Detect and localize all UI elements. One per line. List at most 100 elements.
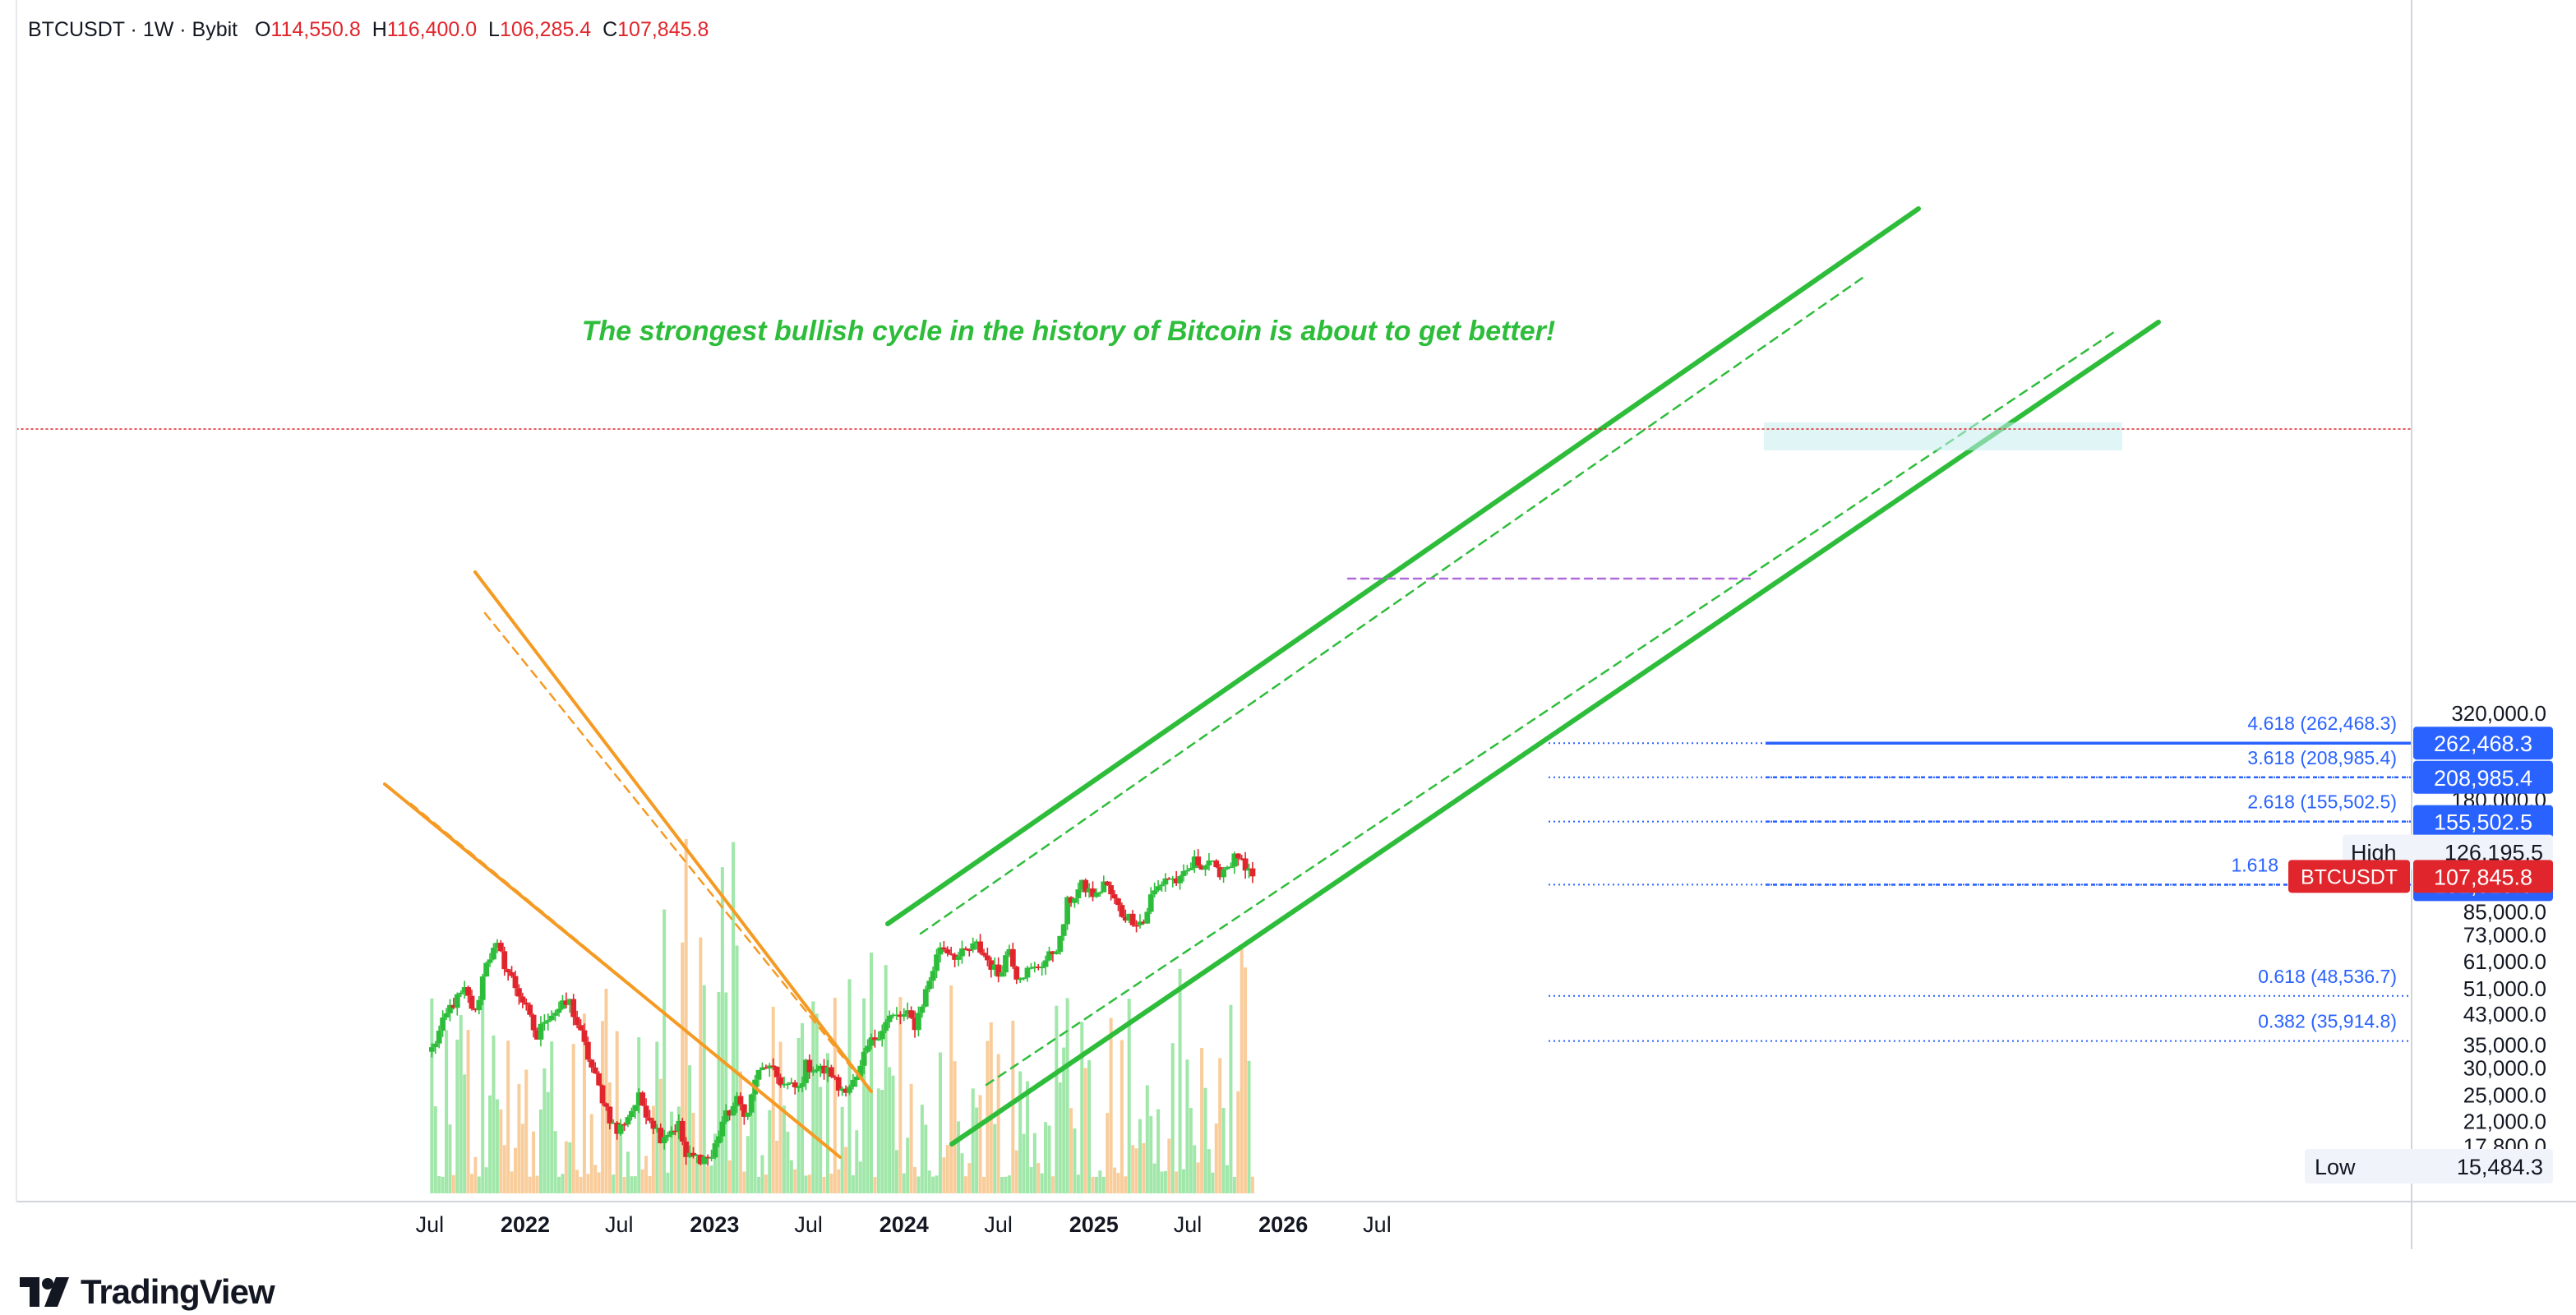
volume-bar	[1058, 1082, 1062, 1193]
candle-body	[450, 1004, 457, 1008]
candle-body	[799, 1082, 806, 1087]
candle-body	[1078, 879, 1085, 890]
volume-bar	[1026, 1081, 1030, 1193]
volume-bar	[1247, 1060, 1251, 1193]
candle-body	[955, 956, 962, 960]
candle-body	[722, 1110, 729, 1122]
volume-bar	[469, 1174, 473, 1193]
candle-body	[1209, 860, 1216, 862]
candle-body	[650, 1120, 657, 1129]
volume-bar	[876, 1088, 880, 1193]
candle-body	[538, 1023, 544, 1040]
candle-body	[1108, 885, 1115, 895]
candle-body	[614, 1122, 621, 1134]
candle-body	[556, 1008, 562, 1013]
candle-body	[784, 1083, 791, 1086]
candle-body	[781, 1083, 787, 1086]
current-price-tag-value: 107,845.8	[2434, 865, 2532, 889]
volume-bar	[535, 1175, 539, 1193]
volume-bar	[713, 1133, 718, 1193]
candle-body	[679, 1120, 686, 1142]
candle-body	[1235, 853, 1241, 859]
candle-body	[824, 1067, 831, 1074]
volume-bar	[1022, 1133, 1026, 1193]
volume-bar	[1124, 1176, 1128, 1193]
candle-body	[487, 959, 493, 963]
volume-bar	[637, 1037, 641, 1193]
volume-bar	[978, 1095, 982, 1193]
candle-body	[530, 1014, 537, 1031]
candle-body	[1231, 853, 1238, 867]
candle-body	[473, 1008, 478, 1011]
volume-bar	[481, 994, 485, 1193]
y-tick-label: 30,000.0	[2463, 1055, 2546, 1080]
candle-body	[1064, 897, 1071, 925]
volume-bar	[891, 1075, 895, 1193]
volume-bar	[1083, 1068, 1087, 1193]
candle-body	[589, 1059, 595, 1068]
candle-body	[570, 999, 577, 1017]
candle-body	[1068, 897, 1074, 903]
volume-bar	[437, 1176, 441, 1193]
candle-body	[814, 1069, 820, 1072]
candle-body	[476, 999, 482, 1011]
volume-bar	[1113, 1167, 1117, 1193]
candle-body	[491, 948, 496, 960]
volume-bars	[430, 838, 1254, 1193]
candle-body	[734, 1096, 740, 1106]
volume-bar	[1069, 1108, 1073, 1193]
channel-upper	[885, 206, 1921, 926]
volume-bar	[1119, 1040, 1124, 1193]
candle-body	[916, 1013, 921, 1031]
volume-bar	[1160, 1171, 1164, 1193]
candle-body	[999, 972, 1005, 977]
volume-bar	[1236, 1091, 1240, 1193]
candle-body	[617, 1124, 624, 1134]
volume-bar	[561, 1174, 565, 1193]
candle-body	[1093, 893, 1100, 897]
volume-bar	[1098, 1170, 1102, 1193]
fib-price-tag	[2413, 727, 2553, 760]
y-tick-label: 73,000.0	[2463, 922, 2546, 947]
fib-level-label: 0.618 (48,536.7)	[2258, 966, 2397, 987]
volume-bar	[502, 1145, 506, 1193]
candle-body	[428, 1047, 435, 1052]
tradingview-logo[interactable]: TradingView	[20, 1272, 275, 1312]
volume-bar	[1156, 1109, 1161, 1193]
volume-bar	[619, 1133, 623, 1193]
volume-bar	[916, 1176, 921, 1193]
candle-body	[944, 949, 951, 954]
candle-body	[745, 1112, 751, 1117]
candle-body	[796, 1087, 802, 1089]
candle-body	[748, 1094, 755, 1113]
volume-bar	[793, 1169, 797, 1193]
candle-body	[519, 996, 526, 1003]
volume-bar	[866, 1086, 870, 1193]
candle-body	[839, 1088, 846, 1091]
close-value: 107,845.8	[617, 18, 709, 41]
price-tags: 262,468.3208,985.4155,502.5102,019.6High…	[2288, 727, 2553, 1184]
candle-body	[1057, 935, 1064, 953]
candle-body	[1239, 858, 1245, 860]
volume-bar	[1094, 1176, 1098, 1193]
fib-level-label: 0.382 (35,914.8)	[2258, 1011, 2397, 1032]
candle-body	[835, 1077, 842, 1091]
volume-bar	[1040, 1173, 1044, 1193]
y-tick-label: 320,000.0	[2451, 701, 2546, 726]
candle-body	[984, 955, 990, 961]
fib-level-label: 1.618	[2231, 854, 2278, 875]
candle-body	[930, 971, 936, 981]
candle-body	[1119, 905, 1125, 917]
candle-body	[584, 1041, 591, 1060]
candle-body	[1017, 978, 1023, 980]
candle-body	[995, 964, 1002, 977]
candle-body	[988, 960, 995, 971]
candle-body	[1075, 889, 1082, 898]
candle-body	[1013, 967, 1020, 980]
current-price-tag-bg	[2413, 860, 2553, 893]
volume-bar	[651, 1105, 655, 1193]
candle-body	[1122, 916, 1129, 921]
volume-bar	[807, 1174, 811, 1193]
volume-bar	[870, 953, 874, 1193]
